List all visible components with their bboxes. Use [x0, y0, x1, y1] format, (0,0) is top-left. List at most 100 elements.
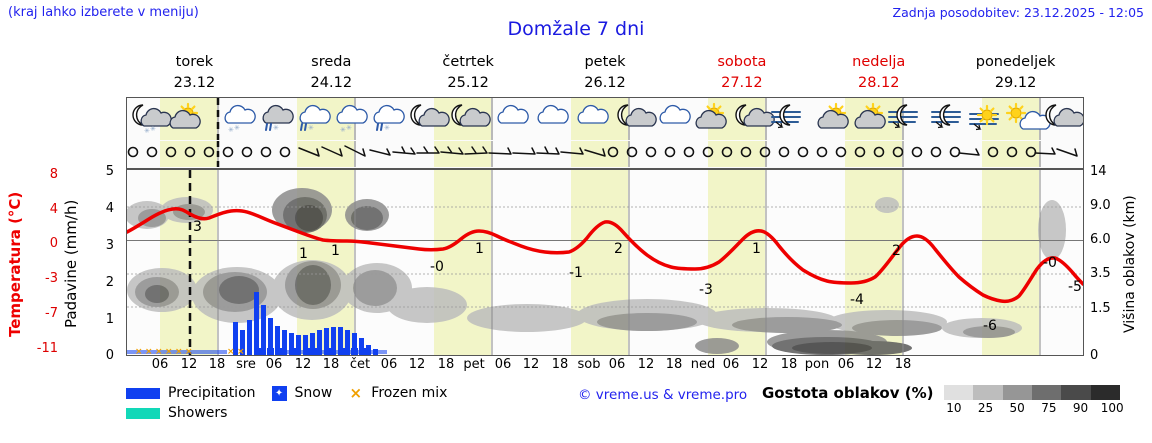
precip-tick-4: 1	[105, 312, 114, 327]
day-date: 27.12	[721, 75, 763, 91]
cloud-density-label-0: 10	[946, 401, 962, 415]
day-column-1: sreda 24.12	[263, 52, 400, 96]
x-tick-14: 18	[551, 357, 569, 372]
legend-item-precipitation: Precipitation	[126, 385, 256, 401]
svg-text:-5: -5	[1068, 279, 1082, 295]
svg-text:-1: -1	[569, 265, 583, 281]
x-tick-23: pon	[804, 357, 830, 372]
precip-tick-2: 3	[105, 238, 114, 253]
cloud-density-label-5: 100	[1100, 401, 1124, 415]
svg-text:1: 1	[331, 243, 340, 259]
copyright-link[interactable]: © vreme.us & vreme.pro	[578, 387, 748, 403]
x-tick-5: 12	[294, 357, 312, 372]
x-tick-25: 12	[865, 357, 883, 372]
icon-cloud-sleet-6	[373, 104, 405, 133]
svg-text:×: ×	[135, 347, 143, 355]
wind-barb-band	[126, 141, 1084, 169]
svg-text:-0: -0	[1043, 255, 1057, 271]
cloud-tick-3: 3.5	[1090, 266, 1111, 281]
x-tick-7: čet	[349, 357, 371, 372]
x-tick-6: 18	[322, 357, 340, 372]
weather-icons-svg: ✳ ✳ ✳	[132, 98, 1083, 140]
temp-tick-5: -11	[36, 341, 58, 356]
legend-label-snow: Snow	[294, 385, 333, 401]
vertical-gridlines	[217, 170, 1041, 355]
x-tick-2: 18	[208, 357, 226, 372]
x-tick-20: 06	[722, 357, 740, 372]
day-date: 29.12	[994, 75, 1037, 91]
svg-text:1: 1	[475, 241, 484, 257]
day-name: torek	[175, 54, 214, 70]
x-tick-18: 18	[665, 357, 683, 372]
day-column-5: nedelja 28.12	[810, 52, 947, 96]
day-header-row: torek 23.12 sreda 24.12 četrtek 25.12 pe…	[126, 52, 1084, 96]
forecast-plot-svg: × × × × × × × × 3 1 1 -0 1 -1 2 -3 1 -4 2 -6 …	[127, 170, 1083, 355]
precip-tick-3: 2	[105, 275, 114, 290]
day-name: sreda	[311, 54, 352, 70]
svg-text:1: 1	[299, 246, 308, 262]
legend-item-showers: Showers	[126, 405, 227, 421]
x-tick-11: pet	[463, 357, 485, 372]
wind-barbs	[298, 145, 1078, 157]
icon-moon-cloud-23	[1045, 104, 1083, 127]
temp-tick-1: 4	[49, 202, 58, 217]
svg-text:×: ×	[145, 347, 153, 355]
legend-row-1: Precipitation ✦ Snow × Frozen mix	[126, 383, 566, 403]
temp-tick-4: -7	[45, 306, 58, 321]
night-shading	[160, 141, 1039, 167]
x-tick-17: 12	[637, 357, 655, 372]
showers-swatch	[126, 407, 160, 419]
cloud-density-label-2: 50	[1009, 401, 1025, 415]
svg-text:×: ×	[237, 347, 245, 355]
x-tick-16: 06	[608, 357, 626, 372]
x-tick-26: 18	[894, 357, 912, 372]
cloud-density-legend-title: Gostota oblakov (%)	[762, 384, 934, 402]
x-tick-21: 12	[751, 357, 769, 372]
day-column-2: četrtek 25.12	[400, 52, 537, 96]
icon-cloud-13	[659, 104, 691, 124]
x-tick-4: 06	[265, 357, 283, 372]
horizontal-gridlines	[127, 206, 1083, 308]
x-tick-13: 12	[522, 357, 540, 372]
svg-text:3: 3	[193, 219, 202, 235]
precipitation-bars	[233, 292, 378, 355]
weather-icon-band: ✳ ✳ ✳	[126, 97, 1084, 141]
day-name: četrtek	[442, 54, 494, 70]
precip-tick-1: 4	[105, 201, 114, 216]
x-tick-0: 06	[151, 357, 169, 372]
temperature-value-labels: 3 1 1 -0 1 -1 2 -3 1 -4 2 -6 -0 -5	[193, 219, 1082, 334]
day-date: 28.12	[857, 75, 900, 91]
precip-tick-0: 5	[105, 164, 114, 179]
x-tick-3: sre	[236, 357, 256, 372]
day-name: ponedeljek	[975, 54, 1056, 70]
legend-row-2: Showers	[126, 403, 566, 423]
cloud-tick-0: 14	[1090, 164, 1107, 179]
cloud-density-step-25	[973, 385, 1003, 400]
day-column-0: torek 23.12	[126, 52, 263, 96]
svg-text:×: ×	[227, 347, 235, 355]
day-date: 23.12	[173, 75, 216, 91]
precip-tick-5: 0	[105, 348, 114, 363]
x-axis-tick-labels: 06 12 18 sre 06 12 18 čet 06 12 18 pet 0…	[126, 357, 1084, 373]
legend-label-precipitation: Precipitation	[168, 385, 256, 401]
snow-markers	[255, 348, 370, 355]
temperature-line	[127, 207, 1083, 304]
svg-text:-4: -4	[850, 292, 864, 308]
svg-text:×: ×	[155, 347, 163, 355]
cloud-density-scale-labels: 10 25 50 75 90 100	[938, 401, 1128, 415]
svg-text:2: 2	[614, 241, 623, 257]
icon-sun-cloud-17	[817, 102, 849, 129]
icon-fog-moon-16	[771, 104, 801, 129]
svg-text:-0: -0	[430, 259, 444, 275]
cloud-density-label-1: 25	[977, 401, 994, 415]
page-title: Domžale 7 dni	[507, 18, 645, 40]
day-name: nedelja	[852, 54, 906, 70]
cloud-density-step-50	[1002, 385, 1032, 400]
icon-fog-moon-20	[931, 104, 961, 129]
frozen-mix-swatch-icon: ×	[349, 383, 363, 402]
day-date: 26.12	[584, 75, 626, 91]
frozen-mix-markers: × × × × × × × ×	[135, 347, 245, 355]
precipitation-swatch	[126, 387, 160, 399]
cloud-density-label-4: 90	[1072, 401, 1089, 415]
x-tick-24: 06	[837, 357, 855, 372]
